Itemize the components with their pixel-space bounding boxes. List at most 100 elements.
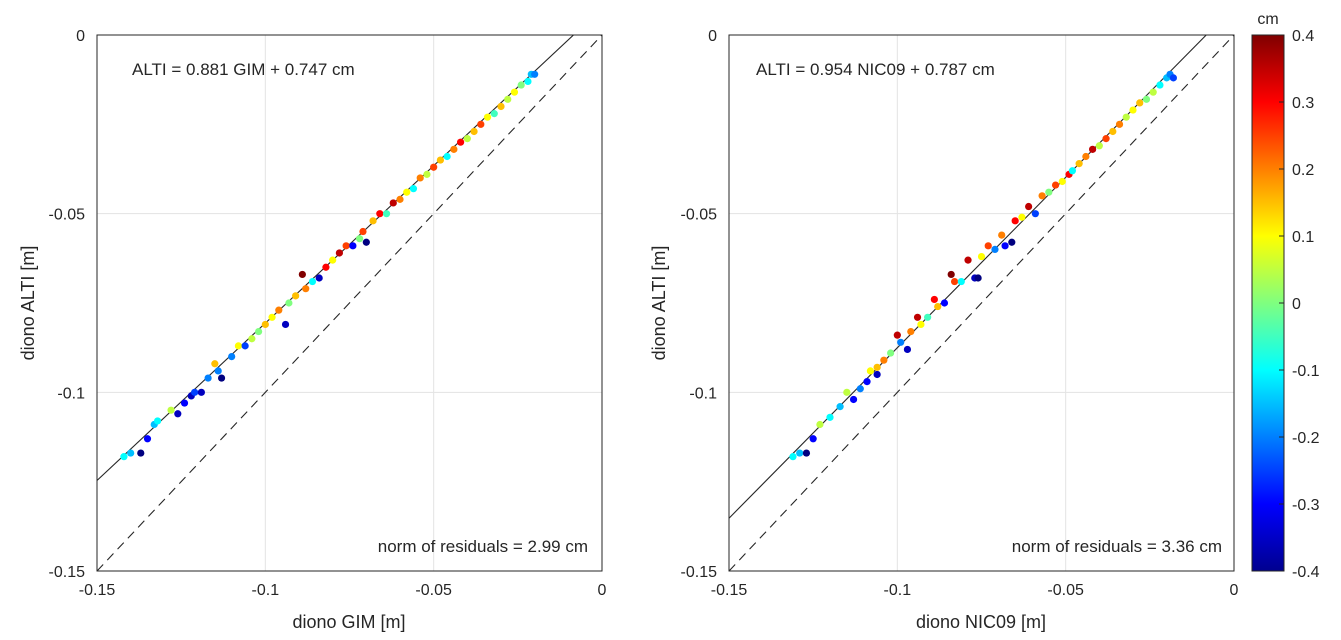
scatter-point <box>389 199 397 207</box>
scatter-point <box>1075 160 1083 168</box>
x-tick-label: 0 <box>1230 582 1239 599</box>
scatter-point <box>947 270 955 279</box>
scatter-point <box>897 338 905 346</box>
scatter-point <box>376 210 384 218</box>
scatter-point <box>281 320 290 329</box>
scatter-point <box>197 388 205 396</box>
scatter-point <box>403 188 411 196</box>
x-tick-label: -0.05 <box>415 582 452 599</box>
scatter-point <box>356 235 364 243</box>
scatter-point <box>463 135 471 143</box>
colorbar-tick-label: 0.2 <box>1292 162 1314 179</box>
scatter-point <box>180 399 189 407</box>
x-tick-labels: -0.15 -0.1 -0.05 0 <box>79 582 607 599</box>
scatter-point <box>167 406 175 414</box>
scatter-point <box>292 292 300 300</box>
scatter-point <box>1149 88 1157 96</box>
fit-equation: ALTI = 0.881 GIM + 0.747 cm <box>132 60 355 79</box>
y-tick-label: -0.05 <box>49 207 86 224</box>
scatter-point <box>204 374 212 382</box>
scatter-point <box>1122 113 1130 121</box>
scatter-point <box>191 388 199 396</box>
scatter-point <box>903 345 912 354</box>
scatter-point <box>234 342 242 350</box>
y-tick-label: -0.1 <box>689 385 717 402</box>
scatter-point <box>1115 120 1124 128</box>
scatter-point <box>359 227 367 236</box>
scatter-point <box>504 95 512 103</box>
scatter-point <box>893 331 901 339</box>
fit-equation: ALTI = 0.954 NIC09 + 0.787 cm <box>756 60 995 79</box>
scatter-point <box>1089 145 1097 153</box>
scatter-point <box>470 127 478 136</box>
scatter-point <box>1011 217 1019 225</box>
scatter-point <box>934 302 942 311</box>
scatter-point <box>1058 177 1066 186</box>
scatter-point <box>335 249 343 257</box>
colorbar-tick-label: 0 <box>1292 296 1301 313</box>
y-axis-label: diono ALTI [m] <box>18 246 38 361</box>
x-axis-label: diono NIC09 [m] <box>916 612 1046 632</box>
colorbar-tick-label: 0.3 <box>1292 95 1314 112</box>
y-tick-label: 0 <box>76 28 85 45</box>
scatter-point <box>1051 181 1060 189</box>
scatter-point <box>298 270 306 279</box>
scatter-point <box>174 410 182 418</box>
scatter-point <box>490 110 498 118</box>
scatter-point <box>308 277 317 286</box>
scatter-point <box>802 449 811 457</box>
scatter-point <box>416 174 424 182</box>
scatter-point <box>863 378 871 386</box>
scatter-point <box>248 335 256 343</box>
scatter-point <box>1095 142 1103 150</box>
scatter-point <box>924 313 932 321</box>
scatter-point <box>826 413 834 421</box>
scatter-point <box>998 231 1006 239</box>
scatter-point <box>843 388 851 396</box>
scatter-point <box>1169 74 1177 82</box>
x-tick-labels: -0.15 -0.1 -0.05 0 <box>711 582 1239 599</box>
scatter-point <box>930 295 938 304</box>
scatter-point <box>329 256 337 264</box>
scatter-point <box>1025 202 1033 211</box>
scatter-point <box>275 306 283 314</box>
scatter-point <box>457 138 465 146</box>
scatter-point <box>436 156 444 164</box>
y-tick-label: 0 <box>708 28 717 45</box>
scatter-point <box>214 367 222 375</box>
scatter-point <box>1082 152 1090 161</box>
scatter-point <box>382 210 391 218</box>
scatter-point <box>1142 95 1151 103</box>
axes-box <box>728 34 1235 572</box>
x-tick-label: -0.15 <box>711 582 748 599</box>
colorbar-tick-label: 0.4 <box>1292 28 1314 45</box>
scatter-point <box>1156 81 1164 89</box>
scatter-point <box>1136 99 1144 107</box>
identity-line <box>97 35 602 571</box>
scatter-point <box>1008 238 1016 246</box>
scatter-point <box>120 453 128 461</box>
colorbar-tick-label: -0.3 <box>1292 497 1320 514</box>
left-scatter-panel: -0.15 -0.1 -0.05 0 -0.15 -0.1 -0.05 0 diono GI… <box>18 28 607 632</box>
scatter-point <box>369 217 377 225</box>
scatter-point <box>423 170 431 178</box>
identity-line <box>729 35 1234 571</box>
y-axis-label: diono ALTI [m] <box>649 246 669 361</box>
scatter-point <box>856 385 864 393</box>
scatter-point <box>940 299 949 307</box>
scatter-point <box>1129 106 1137 114</box>
scatter-point <box>1109 127 1117 136</box>
scatter-point <box>964 256 972 264</box>
x-tick-label: 0 <box>598 582 607 599</box>
scatter-point <box>873 370 881 379</box>
scatter-point <box>974 274 982 282</box>
x-axis-label: diono GIM [m] <box>292 612 405 632</box>
residuals-note: norm of residuals = 3.36 cm <box>1012 537 1222 556</box>
scatter-point <box>880 356 888 364</box>
scatter-point <box>255 327 263 336</box>
scatter-point <box>143 435 152 443</box>
scatter-point <box>315 274 323 282</box>
scatter-point <box>873 363 881 371</box>
axes-box <box>96 34 603 572</box>
y-tick-label: -0.05 <box>681 207 718 224</box>
